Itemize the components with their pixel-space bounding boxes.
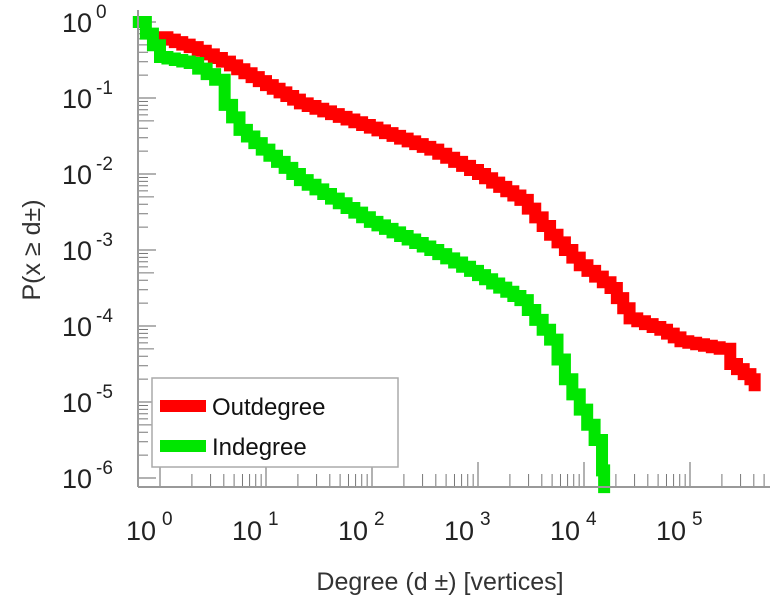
y-tick-exponent: -5: [96, 382, 113, 403]
series-outdegree: [154, 31, 761, 392]
x-tick-exponent: 0: [162, 509, 173, 530]
legend-box: [151, 377, 399, 468]
axis-ticks: [138, 21, 765, 487]
y-tick-exponent: -6: [96, 458, 113, 479]
x-axis-title: Degree (d ±) [vertices]: [316, 568, 563, 596]
y-tick-label: 10: [62, 8, 92, 38]
y-tick-label: 10: [62, 160, 92, 190]
legend-label-indegree: Indegree: [212, 434, 307, 461]
x-tick-label: 10: [126, 516, 156, 546]
tick-labels: 10 010 -110 -210 -310 -410 -510 -610 0 10 1 10 2 10 3 1…: [62, 2, 703, 546]
y-tick-label: 10: [62, 464, 92, 494]
x-tick-label: 10: [444, 516, 474, 546]
x-tick-label: 10: [232, 516, 262, 546]
x-tick-exponent: 4: [586, 509, 597, 530]
y-tick-exponent: 0: [96, 2, 107, 23]
y-tick-exponent: -3: [96, 230, 113, 251]
y-tick-label: 10: [62, 388, 92, 418]
y-tick-label: 10: [62, 84, 92, 114]
x-tick-label: 10: [338, 516, 368, 546]
y-tick-exponent: -1: [96, 78, 113, 99]
series-indegree: [132, 16, 611, 494]
legend: Outdegree Indegree: [151, 377, 399, 468]
x-tick-exponent: 5: [692, 509, 703, 530]
y-axis-title: P(x ≥ d±): [18, 199, 46, 300]
x-tick-label: 10: [656, 516, 686, 546]
y-tick-label: 10: [62, 312, 92, 342]
y-tick-label: 10: [62, 236, 92, 266]
y-tick-exponent: -2: [96, 154, 113, 175]
x-tick-exponent: 1: [268, 509, 279, 530]
legend-label-outdegree: Outdegree: [212, 394, 325, 421]
x-tick-label: 10: [550, 516, 580, 546]
series-group: [132, 16, 761, 494]
y-tick-exponent: -4: [96, 306, 113, 327]
x-tick-exponent: 3: [480, 509, 491, 530]
x-tick-exponent: 2: [374, 509, 385, 530]
